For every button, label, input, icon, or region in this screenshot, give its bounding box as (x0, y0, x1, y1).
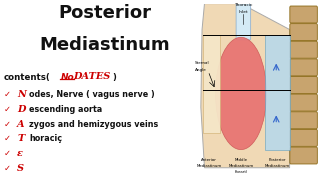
Text: ✓: ✓ (4, 90, 11, 99)
Text: Middle: Middle (235, 158, 247, 162)
Text: Anterior: Anterior (201, 158, 217, 162)
Polygon shape (201, 4, 290, 168)
Text: zygos and hemizygous veins: zygos and hemizygous veins (29, 120, 158, 129)
Text: Mediastinum: Mediastinum (197, 164, 222, 168)
Text: ✓: ✓ (4, 105, 11, 114)
FancyBboxPatch shape (290, 76, 317, 93)
FancyBboxPatch shape (290, 112, 317, 129)
Text: escending aorta: escending aorta (29, 105, 102, 114)
Ellipse shape (215, 37, 267, 150)
Text: horaciç: horaciç (29, 134, 62, 143)
Text: ✓: ✓ (4, 134, 11, 143)
Text: (heart): (heart) (234, 170, 248, 174)
Text: Mediastinum: Mediastinum (265, 164, 290, 168)
Text: Mediastinum: Mediastinum (228, 164, 253, 168)
FancyBboxPatch shape (290, 94, 317, 111)
Text: D: D (17, 105, 26, 114)
FancyBboxPatch shape (236, 0, 251, 40)
Text: S: S (17, 164, 24, 173)
Text: odes, Nerve ( vagus nerve ): odes, Nerve ( vagus nerve ) (29, 90, 155, 99)
Text: A: A (17, 120, 25, 129)
Text: ): ) (112, 73, 116, 82)
Text: ε: ε (17, 149, 23, 158)
Text: DATES: DATES (74, 72, 111, 81)
Polygon shape (203, 35, 220, 133)
Text: Inlet: Inlet (238, 10, 248, 14)
FancyBboxPatch shape (290, 129, 317, 146)
Text: contents(: contents( (4, 73, 51, 82)
FancyBboxPatch shape (290, 24, 317, 40)
Text: Posterior: Posterior (269, 158, 286, 162)
Text: Angle: Angle (195, 68, 206, 72)
Text: N: N (17, 90, 26, 99)
Text: Mediastinum: Mediastinum (39, 36, 170, 54)
Text: Posterior: Posterior (58, 4, 151, 22)
FancyBboxPatch shape (290, 41, 317, 58)
Polygon shape (265, 35, 290, 150)
Text: ✓: ✓ (4, 149, 11, 158)
Text: Sternal: Sternal (195, 61, 209, 65)
Text: No: No (60, 73, 74, 82)
Text: ✓: ✓ (4, 120, 11, 129)
FancyBboxPatch shape (290, 59, 317, 76)
Text: T: T (17, 134, 24, 143)
FancyBboxPatch shape (290, 147, 317, 164)
Text: ✓: ✓ (4, 164, 11, 173)
Text: Thoracic: Thoracic (234, 3, 252, 7)
FancyBboxPatch shape (290, 6, 317, 23)
